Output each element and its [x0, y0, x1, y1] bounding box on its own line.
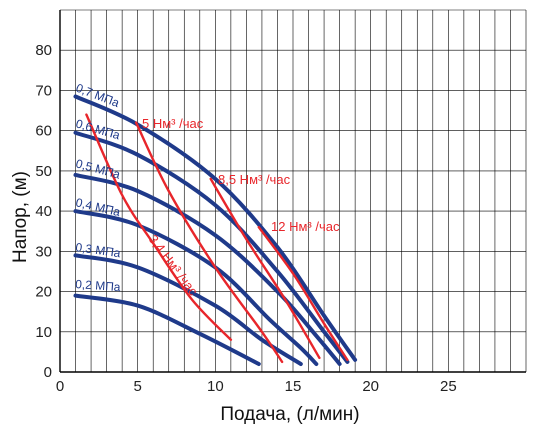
x-tick-labels: 0 5 10 15 20 25 — [56, 378, 457, 395]
y-tick-label: 50 — [35, 163, 52, 180]
x-tick-label: 25 — [440, 378, 457, 395]
x-tick-label: 10 — [207, 378, 224, 395]
airflow-curve-3-4-нм-час — [85, 113, 233, 341]
x-tick-label: 15 — [285, 378, 302, 395]
x-axis-title: Подача, (л/мин) — [220, 404, 359, 425]
grid — [59, 9, 527, 373]
x-tick-label: 20 — [362, 378, 379, 395]
airflow-curve-5-нм-час — [134, 121, 284, 364]
y-tick-label: 80 — [35, 42, 52, 59]
label-0-2-mpa: 0,2 МПа — [75, 277, 122, 294]
label-0-3-mpa: 0,3 МПа — [75, 240, 122, 260]
x-tick-label: 0 — [56, 378, 64, 395]
label-12-nm3: 12 Нм³ /час — [271, 219, 340, 234]
label-5-nm3: 5 Нм³ /час — [142, 116, 204, 131]
airflow-curve-12-нм-час — [257, 226, 349, 362]
airflow-curve-8-5-нм-час — [209, 177, 321, 360]
airflow-curves — [85, 113, 349, 364]
pressure-curve-0-2-мпа — [73, 293, 261, 366]
y-tick-label: 20 — [35, 284, 52, 301]
pressure-curve-0-5-мпа — [73, 172, 342, 366]
x-tick-label: 5 — [133, 378, 141, 395]
plot-frame — [59, 10, 526, 373]
y-tick-label: 70 — [35, 82, 52, 99]
y-axis-title: Напор, (м) — [10, 171, 31, 263]
y-tick-label: 0 — [44, 364, 52, 381]
pressure-curve-0-4-мпа — [73, 209, 319, 366]
y-tick-label: 30 — [35, 243, 52, 260]
label-8-5-nm3: 8,5 Нм³ /час — [218, 172, 291, 187]
y-tick-label: 10 — [35, 324, 52, 341]
pressure-curve-0-7-мпа — [73, 94, 358, 362]
y-tick-labels: 0 10 20 30 40 50 60 70 80 — [35, 42, 52, 381]
y-tick-label: 60 — [35, 123, 52, 140]
y-tick-label: 40 — [35, 203, 52, 220]
